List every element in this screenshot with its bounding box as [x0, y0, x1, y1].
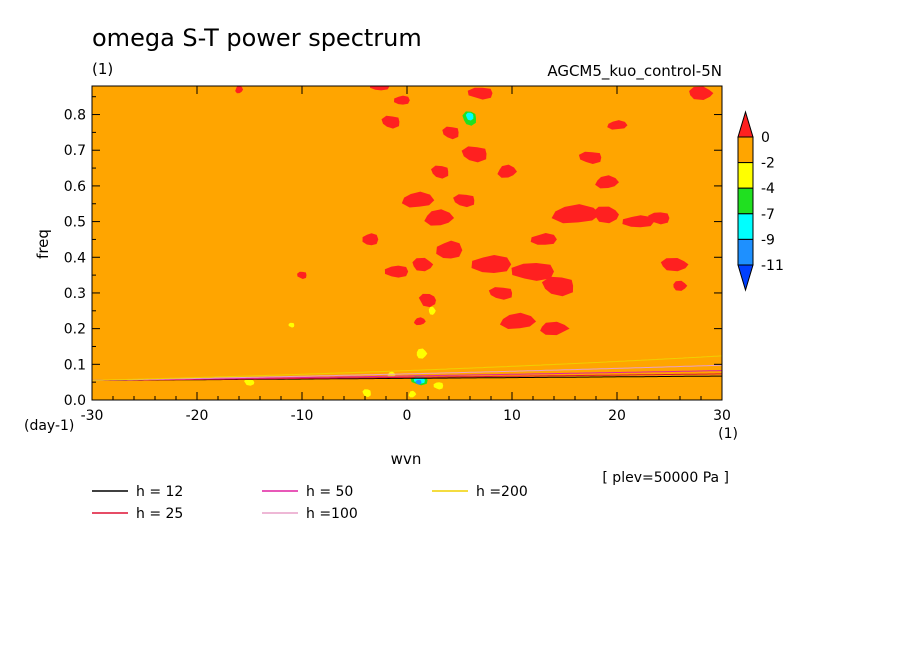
red-patch	[660, 258, 689, 272]
run-label: AGCM5_kuo_control-5N	[547, 62, 722, 81]
x-tick-label: 10	[503, 408, 521, 424]
chart-units: (1)	[92, 60, 113, 78]
red-patch	[394, 95, 410, 105]
red-patch	[401, 191, 435, 208]
yellow-patch	[288, 322, 295, 328]
red-patch	[578, 151, 602, 164]
red-patch	[540, 321, 570, 336]
x-axis: -30 -20 -10 0 10 20 30	[81, 86, 731, 424]
colorbar-segment	[737, 162, 754, 189]
dispersion-curve	[92, 370, 722, 381]
yellow-patch	[362, 389, 371, 398]
colorbar-segment	[737, 213, 754, 240]
red-patch	[381, 115, 400, 129]
red-patch	[551, 204, 601, 224]
red-patch	[622, 215, 655, 228]
cyan-patch	[465, 112, 474, 121]
red-patch	[467, 87, 493, 100]
y-tick-label: 0.7	[64, 143, 86, 159]
y-axis-label: freq	[34, 229, 52, 259]
colorbar-top-arrow	[737, 110, 754, 138]
colorbar-label: -11	[761, 258, 784, 274]
y-tick-label: 0.5	[64, 215, 86, 231]
red-patch	[497, 164, 517, 178]
chart-title: omega S-T power spectrum	[92, 24, 422, 52]
red-patch	[453, 194, 475, 208]
red-patch	[511, 263, 554, 281]
y-axis-units: (day-1)	[24, 418, 74, 434]
yellow-patch	[433, 382, 444, 390]
plot-background	[92, 86, 722, 400]
colorbar-label: -2	[761, 156, 775, 172]
y-axis: 0.0 0.1 0.2 0.3 0.4 0.5 0.6 0.7 0.8	[64, 96, 722, 409]
colorbar-segment	[737, 136, 754, 164]
spectrum-patches	[235, 86, 714, 398]
red-patch	[442, 126, 459, 140]
y-tick-label: 0.0	[64, 393, 86, 409]
y-tick-label: 0.4	[64, 250, 86, 266]
red-patch	[370, 86, 390, 91]
red-patch	[689, 86, 714, 100]
dispersion-curve	[92, 355, 722, 381]
x-tick-label: 20	[608, 408, 626, 424]
red-patch	[436, 240, 463, 259]
red-patch	[412, 257, 434, 272]
red-patch	[648, 212, 670, 225]
yellow-patch	[416, 348, 428, 359]
red-patch	[471, 255, 512, 273]
red-patch	[488, 287, 513, 300]
y-tick-label: 0.8	[64, 108, 86, 124]
legend-label: h =200	[476, 484, 528, 500]
y-tick-label: 0.1	[64, 357, 86, 373]
red-patch	[424, 209, 455, 226]
y-tick-label: 0.3	[64, 286, 86, 302]
red-patch	[499, 312, 537, 329]
x-axis-label: wvn	[391, 450, 422, 468]
colorbar-segment	[737, 187, 754, 215]
red-patch	[593, 206, 619, 224]
dispersion-curve	[92, 364, 722, 381]
red-patch	[595, 175, 619, 189]
red-patch	[235, 86, 244, 94]
red-patch	[413, 317, 426, 326]
legend-label: h = 25	[136, 506, 183, 522]
colorbar-label: -7	[761, 207, 775, 223]
colorbar-label: -4	[761, 181, 775, 197]
blue-patch	[415, 379, 422, 385]
red-patch	[297, 271, 307, 279]
yellow-patch	[428, 306, 436, 315]
colorbar-segment	[737, 238, 754, 266]
x-tick-label: -10	[291, 408, 314, 424]
x-tick-label: -20	[186, 408, 209, 424]
y-tick-label: 0.2	[64, 322, 86, 338]
level-note: [ plev=50000 Pa ]	[602, 470, 729, 486]
yellow-patch	[408, 390, 417, 398]
legend: h = 12 h = 25 h = 50 h =100 h =200	[92, 484, 528, 522]
red-patch	[673, 280, 688, 291]
y-tick-label: 0.6	[64, 179, 86, 195]
red-patch	[431, 165, 449, 179]
red-patch	[418, 293, 436, 308]
red-patch	[362, 233, 379, 246]
red-patch	[541, 276, 574, 297]
yellow-patch	[244, 379, 255, 386]
legend-label: h = 12	[136, 484, 183, 500]
colorbar-label: -9	[761, 232, 775, 248]
x-tick-label: 0	[403, 408, 412, 424]
legend-label: h = 50	[306, 484, 353, 500]
red-patch	[461, 146, 487, 163]
dispersion-curves	[92, 355, 722, 381]
red-patch	[607, 120, 628, 130]
x-axis-units: (1)	[718, 426, 738, 442]
x-tick-label: 30	[713, 408, 731, 424]
x-tick-label: -30	[81, 408, 104, 424]
colorbar-bottom-arrow	[737, 264, 754, 292]
legend-label: h =100	[306, 506, 358, 522]
red-patch	[384, 265, 409, 278]
red-patch	[530, 233, 557, 245]
colorbar: 0 -2 -4 -7 -9 -11	[737, 110, 784, 292]
colorbar-label: 0	[761, 130, 770, 146]
